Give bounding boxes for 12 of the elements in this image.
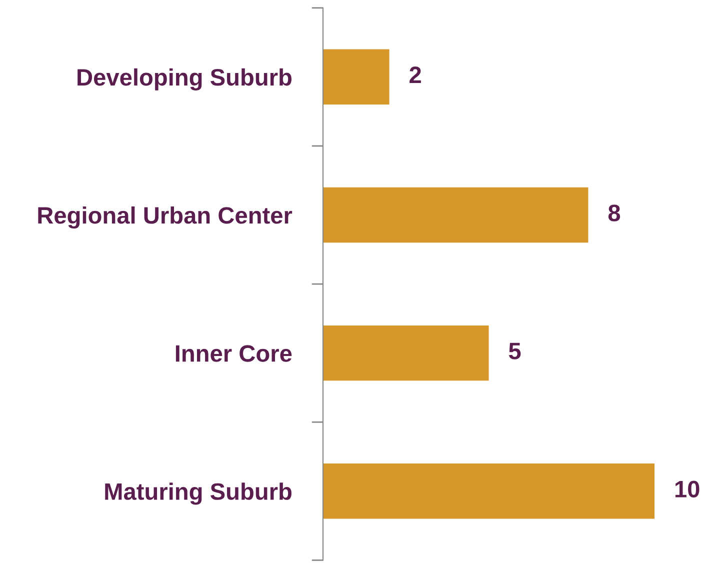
data-label: 2	[410, 66, 421, 84]
y-tick-label: Regional Urban Center	[38, 206, 292, 229]
data-label: 8	[608, 204, 620, 222]
data-label: 10	[675, 480, 700, 498]
bar	[322, 187, 588, 243]
y-tick-label: Maturing Suburb	[105, 482, 292, 505]
data-label: 5	[508, 342, 521, 360]
y-tick-label: Developing Suburb	[78, 68, 292, 90]
y-tick-label: Inner Core	[176, 345, 292, 362]
bar	[322, 49, 390, 105]
bar	[322, 325, 489, 381]
bar	[322, 464, 655, 519]
